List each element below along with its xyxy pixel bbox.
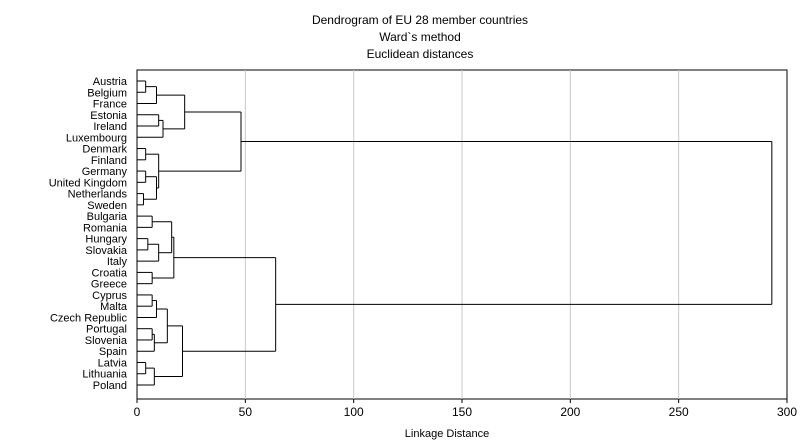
leaf-label: Poland bbox=[93, 380, 127, 392]
x-axis-ticks: 0 50 100 150 200 250 300 bbox=[134, 399, 797, 419]
leaf-label: Czech Republic bbox=[50, 312, 128, 324]
leaf-label: Romania bbox=[83, 222, 128, 234]
leaf-label: Bulgaria bbox=[87, 211, 128, 223]
leaf-label: Portugal bbox=[86, 324, 127, 336]
leaf-label: Croatia bbox=[92, 267, 128, 279]
leaf-labels: AustriaBelgiumFranceEstoniaIrelandLuxemb… bbox=[49, 76, 128, 392]
leaf-label: France bbox=[93, 99, 127, 111]
leaf-label: Malta bbox=[100, 301, 128, 313]
tick-label-250: 250 bbox=[669, 405, 689, 419]
tick-label-200: 200 bbox=[560, 405, 580, 419]
tick-label-150: 150 bbox=[452, 405, 472, 419]
tick-label-100: 100 bbox=[344, 405, 364, 419]
leaf-label: Greece bbox=[91, 279, 127, 291]
leaf-label: Austria bbox=[93, 76, 128, 88]
leaf-label: Hungary bbox=[85, 234, 127, 246]
leaf-label: Netherlands bbox=[68, 189, 128, 201]
gridlines bbox=[244, 70, 680, 399]
tick-label-50: 50 bbox=[239, 405, 253, 419]
chart-subtitle-distance: Euclidean distances bbox=[367, 47, 474, 61]
leaf-label: Latvia bbox=[98, 357, 128, 369]
leaf-label: Spain bbox=[99, 346, 127, 358]
leaf-label: Ireland bbox=[93, 121, 127, 133]
tick-label-0: 0 bbox=[134, 405, 141, 419]
leaf-label: Estonia bbox=[90, 110, 128, 122]
leaf-label: Lithuania bbox=[82, 369, 128, 381]
leaf-label: Slovakia bbox=[85, 245, 127, 257]
leaf-label: Slovenia bbox=[85, 335, 128, 347]
leaf-label: Germany bbox=[82, 166, 128, 178]
leaf-label: Denmark bbox=[82, 144, 127, 156]
tick-label-300: 300 bbox=[777, 405, 797, 419]
chart-title: Dendrogram of EU 28 member countries bbox=[312, 13, 528, 27]
leaf-label: United Kingdom bbox=[49, 177, 127, 189]
leaf-label: Luxembourg bbox=[66, 132, 127, 144]
leaf-label: Belgium bbox=[87, 87, 127, 99]
chart-subtitle-method: Ward`s method bbox=[379, 30, 461, 44]
dendrogram-links bbox=[137, 80, 773, 386]
leaf-label: Finland bbox=[91, 155, 127, 167]
leaf-label: Italy bbox=[107, 256, 128, 268]
x-axis-label: Linkage Distance bbox=[405, 428, 489, 440]
leaf-label: Sweden bbox=[87, 200, 127, 212]
leaf-label: Cyprus bbox=[92, 290, 127, 302]
